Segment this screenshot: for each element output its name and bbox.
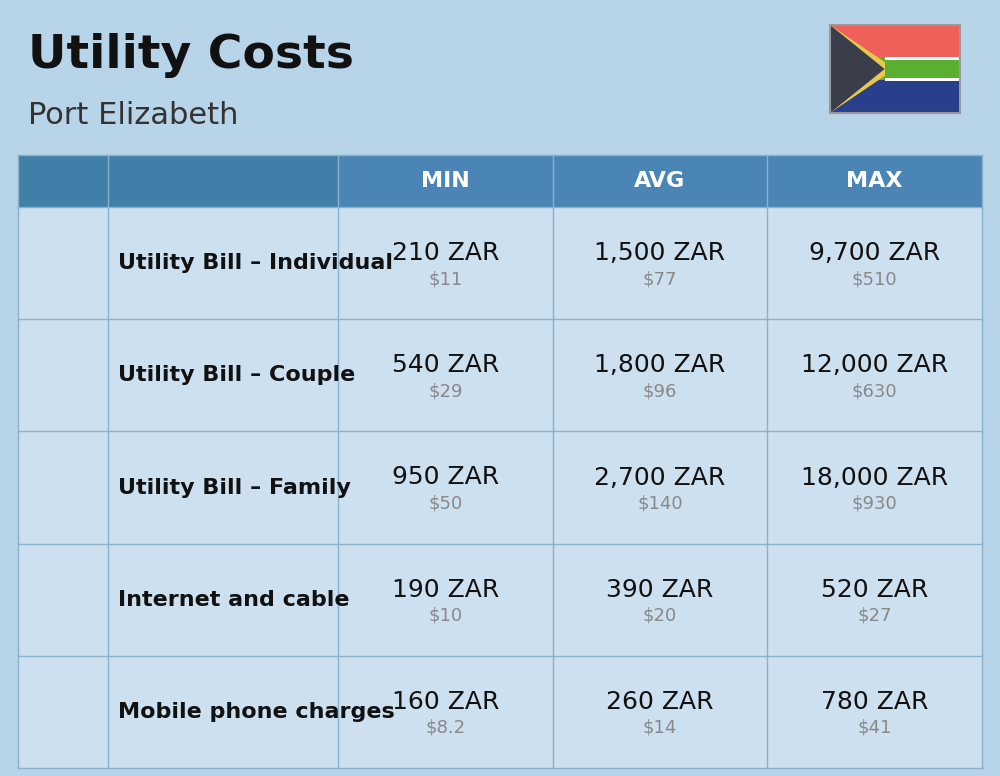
FancyBboxPatch shape <box>885 61 960 78</box>
Text: $510: $510 <box>852 270 897 288</box>
Text: $140: $140 <box>637 494 683 512</box>
Text: 12,000 ZAR: 12,000 ZAR <box>801 353 948 377</box>
Text: 9,700 ZAR: 9,700 ZAR <box>809 241 940 265</box>
FancyBboxPatch shape <box>18 544 982 656</box>
Text: 260 ZAR: 260 ZAR <box>606 690 714 714</box>
Text: $29: $29 <box>428 383 463 400</box>
FancyBboxPatch shape <box>830 58 960 80</box>
FancyBboxPatch shape <box>18 155 338 207</box>
Text: $50: $50 <box>428 494 462 512</box>
Text: Utility Bill – Individual: Utility Bill – Individual <box>118 253 393 273</box>
Text: 1,500 ZAR: 1,500 ZAR <box>594 241 726 265</box>
Text: $41: $41 <box>857 719 892 737</box>
FancyBboxPatch shape <box>885 57 960 61</box>
Text: 780 ZAR: 780 ZAR <box>821 690 928 714</box>
Text: $630: $630 <box>852 383 897 400</box>
Text: $20: $20 <box>643 607 677 625</box>
FancyBboxPatch shape <box>18 155 982 207</box>
Text: 210 ZAR: 210 ZAR <box>392 241 499 265</box>
Text: $14: $14 <box>643 719 677 737</box>
Text: Internet and cable: Internet and cable <box>118 590 350 610</box>
FancyBboxPatch shape <box>18 431 982 544</box>
Text: 1,800 ZAR: 1,800 ZAR <box>594 353 726 377</box>
Text: Mobile phone charges: Mobile phone charges <box>118 702 395 722</box>
FancyBboxPatch shape <box>18 656 982 768</box>
Text: MAX: MAX <box>846 171 903 191</box>
Text: Utility Costs: Utility Costs <box>28 33 354 78</box>
Text: $11: $11 <box>428 270 462 288</box>
Text: 390 ZAR: 390 ZAR <box>606 577 714 601</box>
Text: $77: $77 <box>643 270 677 288</box>
Text: $8.2: $8.2 <box>425 719 465 737</box>
Text: 2,700 ZAR: 2,700 ZAR <box>594 466 726 490</box>
Text: 540 ZAR: 540 ZAR <box>392 353 499 377</box>
Text: 950 ZAR: 950 ZAR <box>392 466 499 490</box>
Text: $930: $930 <box>852 494 898 512</box>
Text: $10: $10 <box>428 607 462 625</box>
Text: MIN: MIN <box>421 171 470 191</box>
FancyBboxPatch shape <box>18 207 982 319</box>
Text: 520 ZAR: 520 ZAR <box>821 577 928 601</box>
FancyBboxPatch shape <box>18 319 982 431</box>
Text: 18,000 ZAR: 18,000 ZAR <box>801 466 948 490</box>
Text: $96: $96 <box>643 383 677 400</box>
Text: $27: $27 <box>857 607 892 625</box>
FancyBboxPatch shape <box>885 78 960 81</box>
Text: Port Elizabeth: Port Elizabeth <box>28 101 239 130</box>
FancyBboxPatch shape <box>830 25 960 69</box>
Text: Utility Bill – Family: Utility Bill – Family <box>118 477 351 497</box>
Text: 160 ZAR: 160 ZAR <box>392 690 499 714</box>
Text: AVG: AVG <box>634 171 686 191</box>
Polygon shape <box>830 25 895 113</box>
Text: 190 ZAR: 190 ZAR <box>392 577 499 601</box>
FancyBboxPatch shape <box>830 69 960 113</box>
Polygon shape <box>830 25 885 113</box>
Text: Utility Bill – Couple: Utility Bill – Couple <box>118 365 355 386</box>
